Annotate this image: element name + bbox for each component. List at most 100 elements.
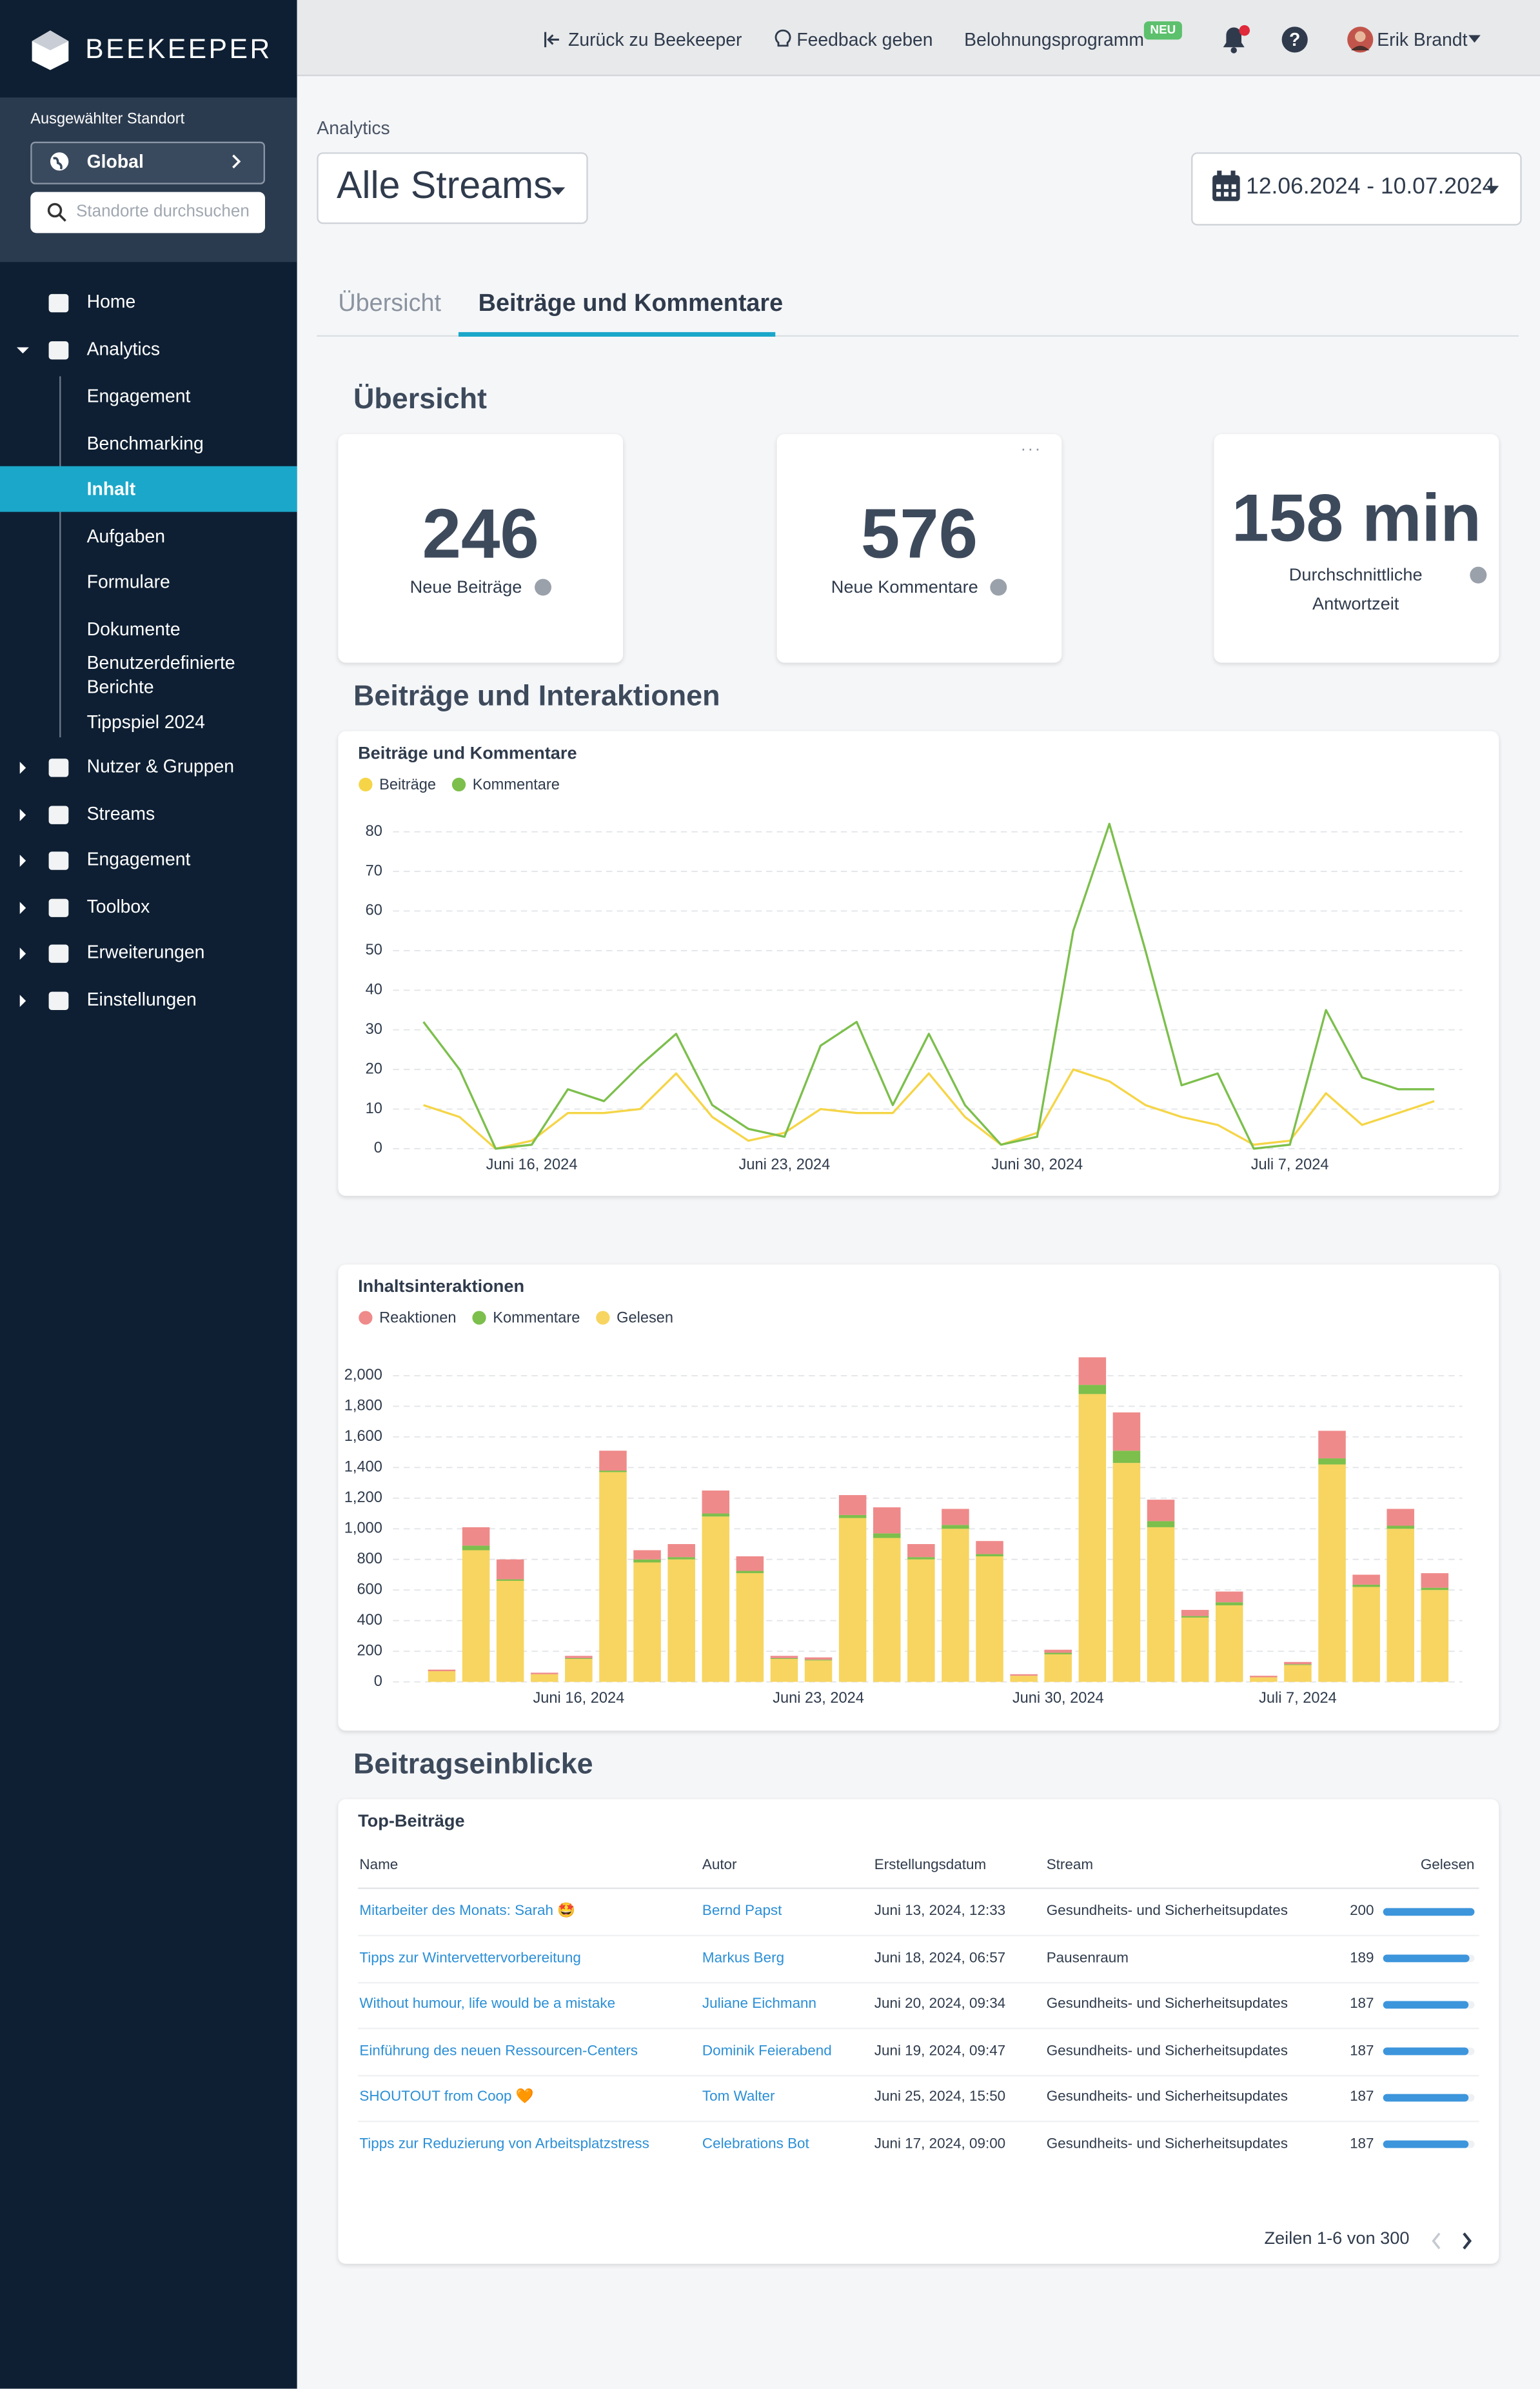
nav-item[interactable]: Erweiterungen — [86, 941, 205, 963]
legend-swatch — [472, 1311, 486, 1325]
bar-segment — [1387, 1509, 1414, 1526]
read-count: 187 — [1350, 2135, 1374, 2152]
y-tick-label: 400 — [357, 1612, 382, 1629]
subnav-item[interactable]: Inhalt — [86, 478, 136, 500]
more-icon[interactable]: ··· — [1020, 440, 1042, 459]
table-header-rule — [358, 1887, 1479, 1889]
expand-caret[interactable] — [17, 809, 29, 822]
cell: Pausenraum — [1046, 1949, 1129, 1967]
author-link[interactable]: Tom Walter — [702, 2088, 775, 2106]
stat-label: Neue Kommentare — [777, 579, 1062, 597]
subnav-item[interactable]: Benchmarking — [86, 432, 204, 454]
post-link[interactable]: Tipps zur Reduzierung von Arbeitsplatzst… — [359, 2135, 649, 2152]
author-link[interactable]: Bernd Papst — [702, 1903, 782, 1920]
column-header[interactable]: Name — [359, 1857, 399, 1874]
help-icon[interactable]: ? — [1281, 26, 1308, 54]
expand-caret[interactable] — [17, 947, 29, 960]
location-select[interactable] — [30, 141, 265, 184]
nav-icon — [48, 944, 69, 963]
bar-segment — [1284, 1665, 1312, 1682]
bar-segment — [496, 1559, 524, 1580]
subnav-item[interactable]: Aufgaben — [86, 525, 166, 547]
header-link[interactable]: Zurück zu Beekeeper — [568, 28, 742, 50]
row-rule — [358, 1934, 1479, 1937]
column-header[interactable]: Stream — [1046, 1857, 1094, 1874]
author-link[interactable]: Juliane Eichmann — [702, 1996, 817, 2013]
header-link[interactable]: Belohnungsprogramm — [964, 28, 1145, 50]
expand-caret[interactable] — [17, 762, 29, 774]
post-link[interactable]: Mitarbeiter des Monats: Sarah 🤩 — [359, 1903, 576, 1920]
bar-segment — [976, 1541, 1003, 1554]
info-icon[interactable] — [1470, 566, 1487, 584]
author-link[interactable]: Dominik Feierabend — [702, 2042, 832, 2059]
x-tick-label: Juni 23, 2024 — [773, 1690, 864, 1707]
caret-shape — [19, 902, 26, 915]
bar-segment — [1318, 1431, 1346, 1459]
cell: Juni 17, 2024, 09:00 — [874, 2135, 1006, 2152]
bar-segment — [942, 1509, 969, 1525]
subnav-item[interactable]: Benutzerdefinierte Berichte — [86, 651, 235, 698]
user-name[interactable]: Erik Brandt — [1377, 28, 1468, 50]
stat-card: ··· 576 Neue Kommentare — [776, 434, 1062, 663]
tab-active[interactable]: Beiträge und Kommentare — [478, 291, 784, 317]
header-link[interactable]: Feedback geben — [796, 28, 933, 50]
bar-segment — [804, 1657, 833, 1660]
caret — [1486, 186, 1499, 193]
pager[interactable] — [1427, 2230, 1479, 2252]
read-count: 200 — [1350, 1903, 1374, 1920]
y-tick-label: 10 — [366, 1100, 382, 1117]
bar-segment — [1352, 1587, 1380, 1682]
caret-shape — [19, 995, 26, 1007]
column-header[interactable]: Autor — [702, 1857, 737, 1874]
subnav-item[interactable]: Engagement — [86, 385, 191, 407]
legend-label: Kommentare — [473, 777, 560, 793]
expand-caret[interactable] — [17, 995, 29, 1007]
date-picker[interactable] — [1191, 152, 1522, 226]
nav-icon — [48, 898, 69, 917]
avatar[interactable] — [1347, 26, 1374, 54]
subnav-item[interactable]: Formulare — [86, 571, 170, 593]
y-tick-label: 600 — [357, 1581, 382, 1598]
bell-icon[interactable] — [1220, 23, 1254, 56]
x-tick-label: Juni 23, 2024 — [739, 1156, 831, 1173]
bar-segment — [1044, 1649, 1072, 1653]
caret-shape — [19, 762, 26, 774]
stat-value: 246 — [422, 493, 539, 573]
post-link[interactable]: Without humour, life would be a mistake — [359, 1996, 616, 2013]
column-header[interactable]: Erstellungsdatum — [874, 1857, 987, 1874]
post-link[interactable]: Einführung des neuen Ressourcen-Centers — [359, 2042, 638, 2059]
nav-item[interactable]: Home — [86, 291, 136, 313]
nav-item[interactable]: Toolbox — [86, 895, 150, 917]
bar-segment — [496, 1580, 524, 1682]
bar-segment — [1181, 1617, 1209, 1682]
column-header[interactable]: Gelesen — [1420, 1857, 1475, 1874]
subnav-item[interactable]: Dokumente — [86, 618, 181, 640]
author-link[interactable]: Markus Berg — [702, 1949, 785, 1967]
location-search[interactable] — [30, 192, 265, 233]
nav-item[interactable]: Streams — [86, 802, 155, 824]
nav-item[interactable]: Engagement — [86, 848, 191, 870]
nav-item[interactable]: Analytics — [86, 338, 161, 360]
author-link[interactable]: Celebrations Bot — [702, 2135, 809, 2152]
line-series — [422, 822, 1435, 1150]
read-count: 187 — [1350, 2042, 1374, 2059]
post-link[interactable]: Tipps zur Wintervettervorbereitung — [359, 1949, 581, 1967]
nav-active-bg — [0, 466, 297, 512]
post-link[interactable]: SHOUTOUT from Coop 🧡 — [359, 2088, 534, 2106]
read-count: 187 — [1350, 1996, 1374, 2013]
expand-caret[interactable] — [17, 855, 29, 867]
stream-select[interactable] — [317, 152, 588, 224]
nav-item[interactable]: Einstellungen — [86, 988, 197, 1011]
nav-icon — [48, 851, 69, 870]
nav-item[interactable]: Nutzer & Gruppen — [86, 755, 235, 777]
expand-caret[interactable] — [16, 344, 29, 357]
bar-segment — [633, 1562, 661, 1682]
expand-caret[interactable] — [17, 902, 29, 915]
subnav-item[interactable]: Tippspiel 2024 — [86, 711, 205, 733]
back-icon — [544, 32, 559, 48]
tab[interactable]: Übersicht — [338, 291, 441, 317]
nav-icon — [48, 991, 69, 1011]
bar-segment — [1078, 1357, 1107, 1385]
info-icon[interactable] — [534, 579, 551, 597]
